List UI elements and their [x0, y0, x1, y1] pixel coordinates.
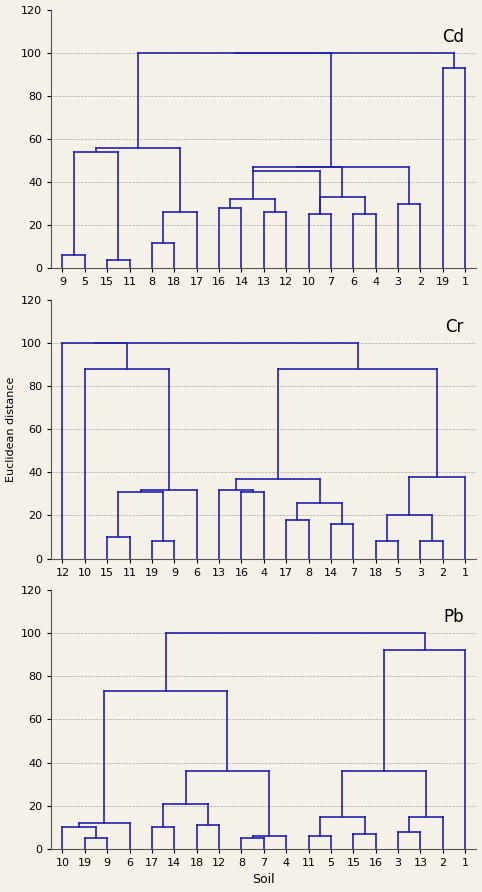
Text: Cd: Cd	[442, 28, 464, 45]
Y-axis label: Euclidean distance: Euclidean distance	[6, 376, 15, 482]
Text: Cr: Cr	[445, 318, 464, 336]
Text: Pb: Pb	[443, 608, 464, 626]
X-axis label: Soil: Soil	[253, 873, 275, 887]
